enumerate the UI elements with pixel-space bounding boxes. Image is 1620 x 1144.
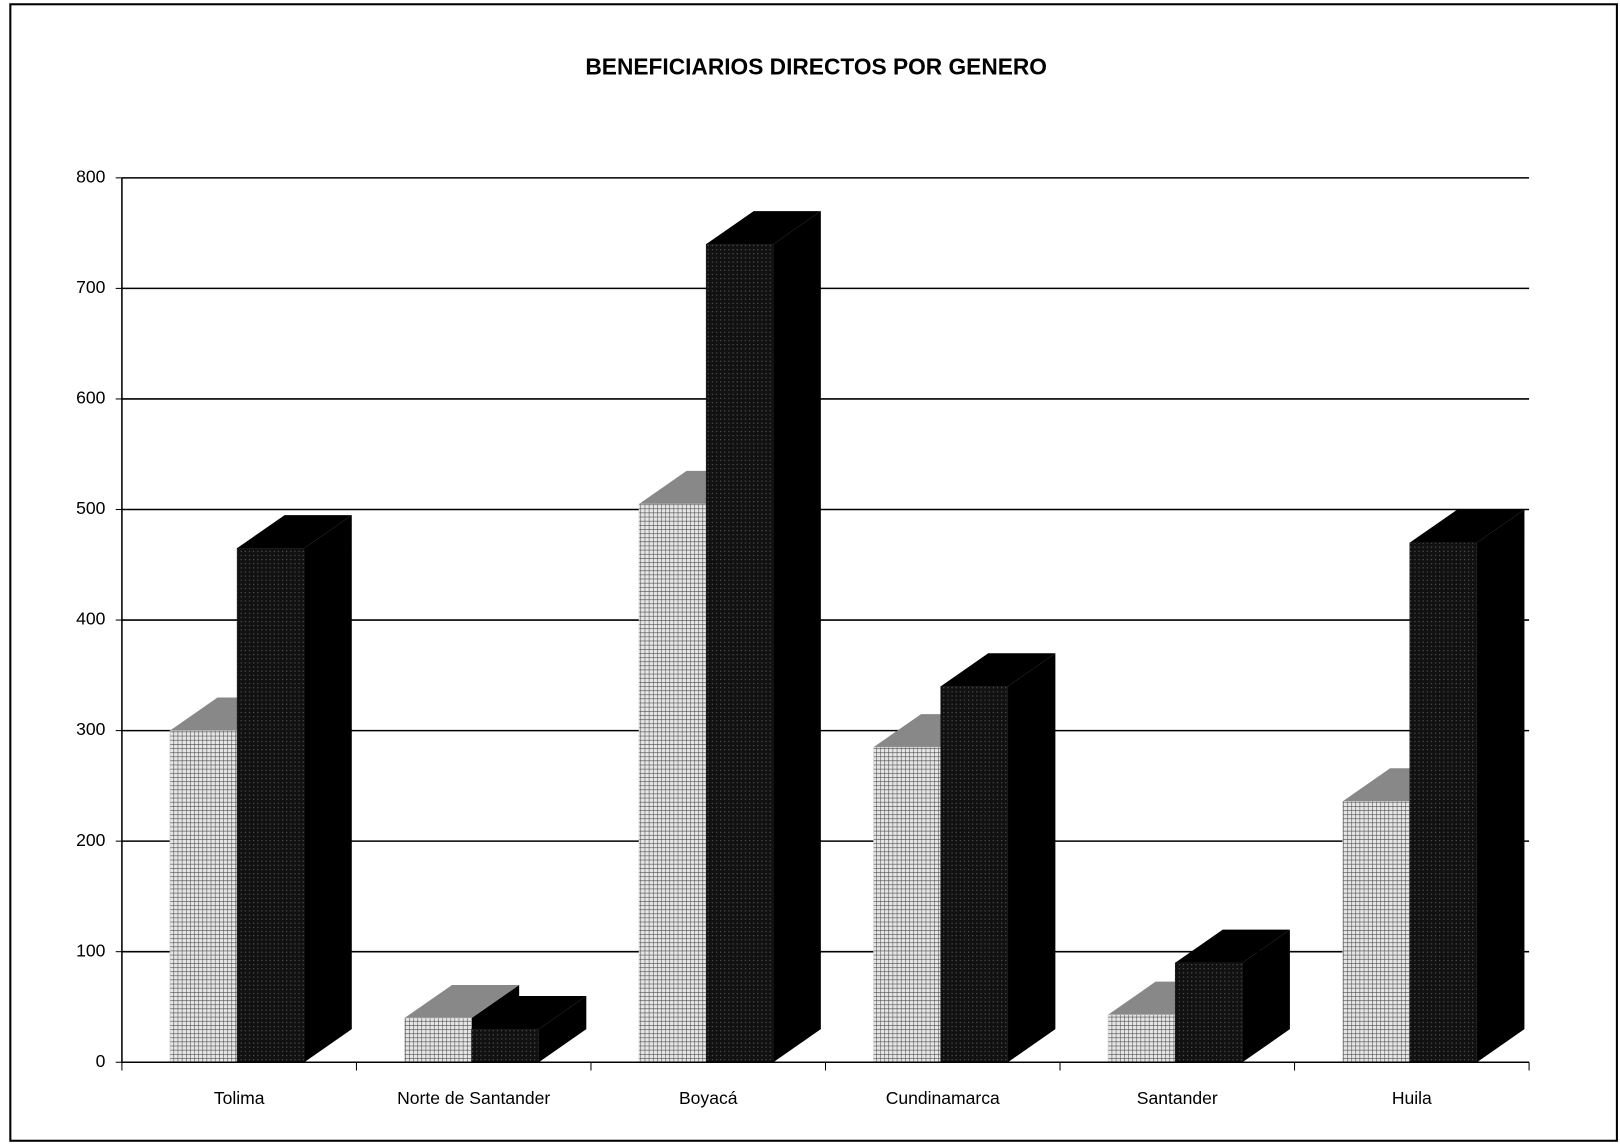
bar-front	[873, 746, 941, 1063]
bar	[940, 653, 1056, 1063]
y-tick-label: 200	[76, 830, 106, 850]
bar-top	[706, 211, 821, 245]
bar-front	[1409, 542, 1478, 1063]
frame	[9, 3, 1618, 1142]
x-tick-label: Boyacá	[679, 1088, 738, 1108]
bar-front	[236, 547, 305, 1063]
bar	[471, 996, 587, 1063]
bar-front	[1107, 1014, 1176, 1063]
bar-side	[773, 211, 821, 1063]
bar-front	[940, 686, 1009, 1063]
bar	[1409, 509, 1525, 1063]
bar	[705, 211, 821, 1063]
bar-front	[1342, 801, 1411, 1063]
x-tick-label: Tolima	[214, 1088, 265, 1108]
chart-title: BENEFICIARIOS DIRECTOS POR GENERO	[585, 53, 1047, 79]
y-tick-label: 500	[76, 498, 106, 518]
bar-top	[237, 515, 352, 549]
bar-top	[1409, 509, 1525, 543]
bar-front	[705, 243, 774, 1063]
y-tick-label: 100	[76, 940, 106, 960]
y-tick-label: 700	[76, 277, 106, 297]
bar-front	[471, 1028, 540, 1063]
y-tick-label: 800	[76, 166, 106, 186]
bar-front	[1174, 962, 1243, 1063]
bar-side	[304, 515, 352, 1063]
bar-side	[1242, 929, 1290, 1063]
y-tick-label: 400	[76, 609, 106, 629]
bar-front	[404, 1017, 472, 1063]
bar-side	[1007, 653, 1056, 1063]
bar-top	[404, 984, 520, 1019]
x-tick-label: Santander	[1137, 1088, 1218, 1108]
bar	[236, 515, 352, 1063]
bar-top	[940, 653, 1056, 687]
bar-side	[538, 996, 587, 1063]
y-tick-label: 300	[76, 719, 106, 739]
x-tick-label: Huila	[1392, 1088, 1432, 1108]
bar-side	[1476, 509, 1525, 1063]
y-tick-label: 600	[76, 388, 106, 408]
x-tick-label: Cundinamarca	[886, 1088, 1000, 1108]
bar	[404, 984, 520, 1063]
bar-top	[1175, 929, 1290, 963]
y-tick-label: 0	[96, 1051, 106, 1071]
bar	[1174, 929, 1290, 1063]
bar-top	[471, 996, 587, 1030]
bar-front	[169, 730, 238, 1063]
x-tick-label: Norte de Santander	[397, 1088, 550, 1108]
bar-front	[638, 503, 707, 1063]
